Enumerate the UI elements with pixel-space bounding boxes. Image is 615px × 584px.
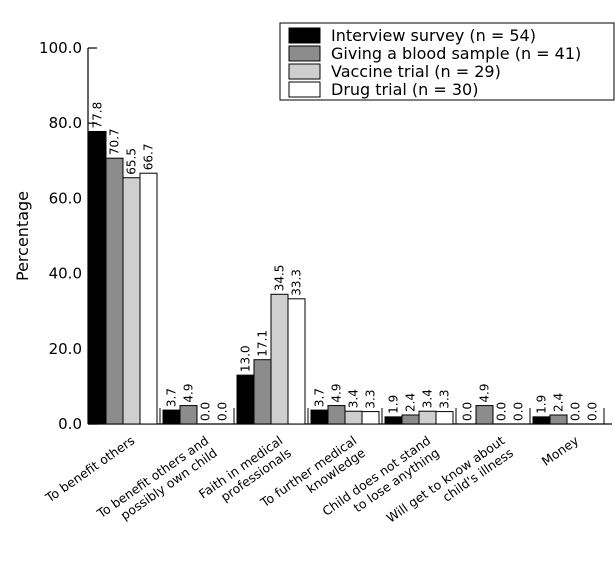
bar [435,411,454,425]
bar-value-label: 2.4 [404,393,418,412]
x-category-label-line: Money [539,432,582,468]
legend-entry: Interview survey (n = 54) [331,26,536,45]
bar-value-label: 3.4 [347,389,361,408]
bar-value-label: 0.0 [586,402,600,421]
bar [179,405,198,425]
bar-value-label: 66.7 [142,143,156,170]
y-tick-label: 80.0 [49,114,82,132]
bar [105,157,124,425]
bar [310,409,329,425]
bar-value-label: 13.0 [239,345,253,372]
legend-swatch [288,45,321,62]
legend-entry: Drug trial (n = 30) [331,80,478,99]
y-tick-label: 60.0 [49,189,82,207]
bar-value-label: 3.3 [438,389,452,408]
bar-value-label: 3.4 [421,389,435,408]
bar [532,416,551,425]
bar-value-label: 77.8 [91,102,105,129]
bar [327,405,346,425]
bar [139,172,158,425]
bar [401,414,420,425]
bar-value-label: 0.0 [199,402,213,421]
legend-swatch [288,27,321,44]
y-tick-label: 100.0 [39,39,82,57]
bar [162,409,181,425]
chart-bars: 77.8 3.7 13.0 3.7 1.9 0.0 1.9 70.7 4.9 17.1 4.9 2.4… [88,102,600,425]
bar [361,411,380,425]
bar [475,405,494,425]
bar-value-label: 4.9 [330,383,344,402]
bar-value-label: 0.0 [461,402,475,421]
legend-swatch [288,81,321,98]
legend-swatch [288,63,321,80]
bar-value-label: 33.3 [290,269,304,296]
chart-legend: Interview survey (n = 54)Giving a blood … [279,22,615,101]
legend-entry: Vaccine trial (n = 29) [331,62,501,81]
y-tick-label: 40.0 [49,265,82,283]
y-tick-label: 20.0 [49,340,82,358]
bar-value-label: 4.9 [182,383,196,402]
bar [253,359,272,425]
bar-value-label: 1.9 [535,395,549,414]
y-axis-label: Percentage [13,191,32,281]
bar-value-label: 3.7 [165,388,179,407]
bar-value-label: 4.9 [478,383,492,402]
bar-value-label: 3.3 [364,389,378,408]
bar-value-label: 0.0 [216,402,230,421]
bar-value-label: 0.0 [512,402,526,421]
bar-value-label: 2.4 [552,393,566,412]
x-category-label: Money [539,432,582,468]
bar [88,130,107,425]
bar [287,298,306,425]
bar [418,410,437,425]
bar [344,410,363,425]
bar [122,177,141,425]
y-tick-label: 0.0 [58,415,82,433]
legend-entry: Giving a blood sample (n = 41) [331,44,581,63]
bar [236,374,255,425]
bar-value-label: 3.7 [313,388,327,407]
bar [384,416,403,425]
bar [270,293,289,425]
legend-box [279,22,615,101]
bar-value-label: 34.5 [273,265,287,292]
bar-value-label: 0.0 [569,402,583,421]
bar-value-label: 0.0 [495,402,509,421]
bar-value-label: 17.1 [256,330,270,357]
bar-value-label: 70.7 [108,128,122,155]
bar-value-label: 65.5 [125,148,139,175]
bar-value-label: 1.9 [387,395,401,414]
bar [549,414,568,425]
